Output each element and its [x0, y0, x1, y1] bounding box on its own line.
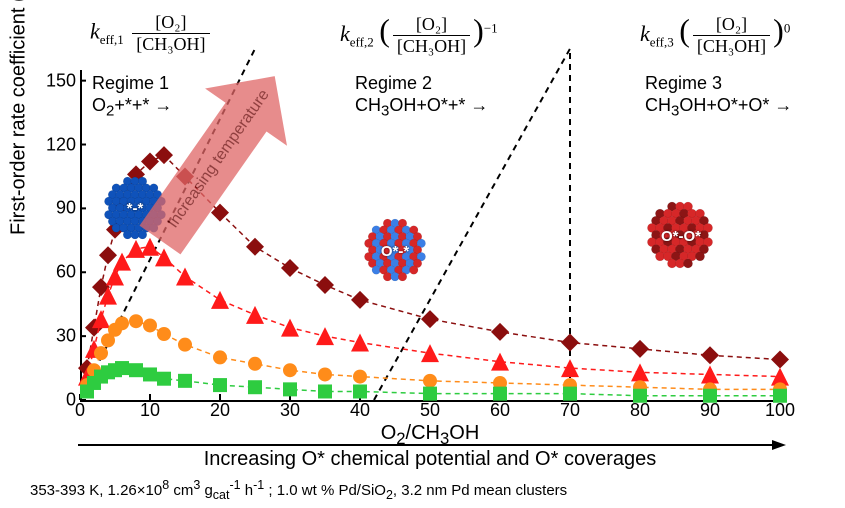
x-tick-label: 20 — [210, 400, 230, 421]
x-tick-label: 10 — [140, 400, 160, 421]
x-tick-label: 80 — [630, 400, 650, 421]
regime1-title: Regime 1 — [92, 73, 169, 94]
equation-regime3: keff,3 ([O₂][CH₃OH])0 — [640, 12, 790, 57]
x-tick-label: 30 — [280, 400, 300, 421]
x-tick-label: 100 — [765, 400, 795, 421]
x-tick-label: 90 — [700, 400, 720, 421]
x-tick-label: 60 — [490, 400, 510, 421]
cluster3-label: O*-O* — [654, 228, 708, 245]
x-tick-label: 40 — [350, 400, 370, 421]
y-tick-label: 60 — [42, 262, 76, 283]
y-tick-label: 120 — [42, 134, 76, 155]
footnote-text: 353-393 K, 1.26×108 cm3 gcat-1 h-1 ; 1.0… — [30, 478, 567, 502]
figure-root: { "chart": { "type": "scatter-line", "ba… — [0, 0, 845, 508]
regime1-rxn: O2+*+* → — [92, 95, 172, 120]
y-tick-label: 30 — [42, 326, 76, 347]
x-tick-label: 0 — [75, 400, 85, 421]
cluster2-label: O*-* — [375, 243, 415, 260]
cluster1-label: *-* — [117, 200, 153, 217]
equation-regime2: keff,2 ([O₂][CH₃OH])−1 — [340, 12, 498, 57]
regime2-title: Regime 2 — [355, 73, 432, 94]
y-tick-label: 0 — [42, 390, 76, 411]
equation-regime1: keff,1 [O₂][CH₃OH] — [90, 12, 213, 55]
regime2-rxn: CH3OH+O*+* → — [355, 95, 488, 120]
coverage-arrow-text: Increasing O* chemical potential and O* … — [80, 448, 780, 471]
regime3-title: Regime 3 — [645, 73, 722, 94]
regime3-rxn: CH3OH+O*+O* → — [645, 95, 792, 120]
y-tick-label: 90 — [42, 198, 76, 219]
y-axis-title: First-order rate coefficient (k1stODH,i) — [6, 0, 33, 235]
x-tick-label: 70 — [560, 400, 580, 421]
x-tick-label: 50 — [420, 400, 440, 421]
y-tick-label: 150 — [42, 70, 76, 91]
